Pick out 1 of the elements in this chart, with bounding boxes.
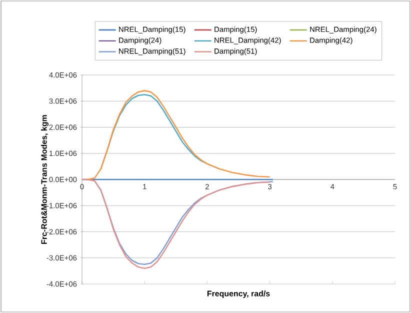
line-series [82,90,270,180]
